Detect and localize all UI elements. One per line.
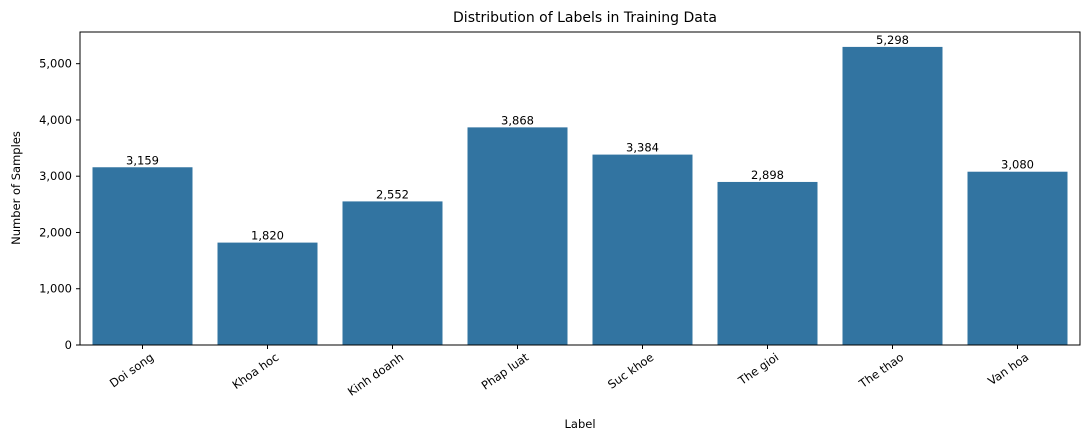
x-axis: Doi song Khoa hoc Kinh doanh Phap luat Suc k… <box>107 345 1031 399</box>
bar-value-label: 5,298 <box>876 33 909 47</box>
y-tick-label: 3,000 <box>39 169 72 183</box>
bar <box>843 47 943 345</box>
x-tick-label: Kinh doanh <box>345 350 406 399</box>
y-tick-label: 4,000 <box>39 113 72 127</box>
bar <box>968 172 1068 345</box>
bar-value-label: 2,552 <box>376 187 409 201</box>
y-axis-label: Number of Samples <box>9 131 23 245</box>
x-tick-label: Suc khoe <box>605 350 656 392</box>
bar-value-label: 3,159 <box>126 153 159 167</box>
bar-value-label: 2,898 <box>751 168 784 182</box>
x-axis-label: Label <box>564 417 595 431</box>
chart-title: Distribution of Labels in Training Data <box>453 10 717 26</box>
bar <box>218 243 318 345</box>
bar-value-label: 3,868 <box>501 113 534 127</box>
x-tick-label: Van hoa <box>985 350 1031 388</box>
x-tick-label: The gioi <box>735 350 781 388</box>
bar <box>718 182 818 345</box>
x-tick-label: Phap luat <box>479 350 532 393</box>
y-tick-label: 2,000 <box>39 225 72 239</box>
x-tick-label: Doi song <box>107 350 156 390</box>
bar <box>343 201 443 345</box>
bar <box>593 155 693 345</box>
bars-group <box>93 47 1068 345</box>
bar-value-label: 1,820 <box>251 229 284 243</box>
y-tick-label: 5,000 <box>39 57 72 71</box>
y-tick-label: 0 <box>65 338 72 352</box>
bar <box>93 167 193 345</box>
bar <box>468 127 568 345</box>
bar-value-label: 3,384 <box>626 141 659 155</box>
y-axis: 0 1,000 2,000 3,000 4,000 5,000 <box>39 57 80 352</box>
bar-value-label: 3,080 <box>1001 158 1034 172</box>
x-tick-label: The thao <box>856 350 907 391</box>
x-tick-label: Khoa hoc <box>230 350 282 392</box>
y-tick-label: 1,000 <box>39 282 72 296</box>
